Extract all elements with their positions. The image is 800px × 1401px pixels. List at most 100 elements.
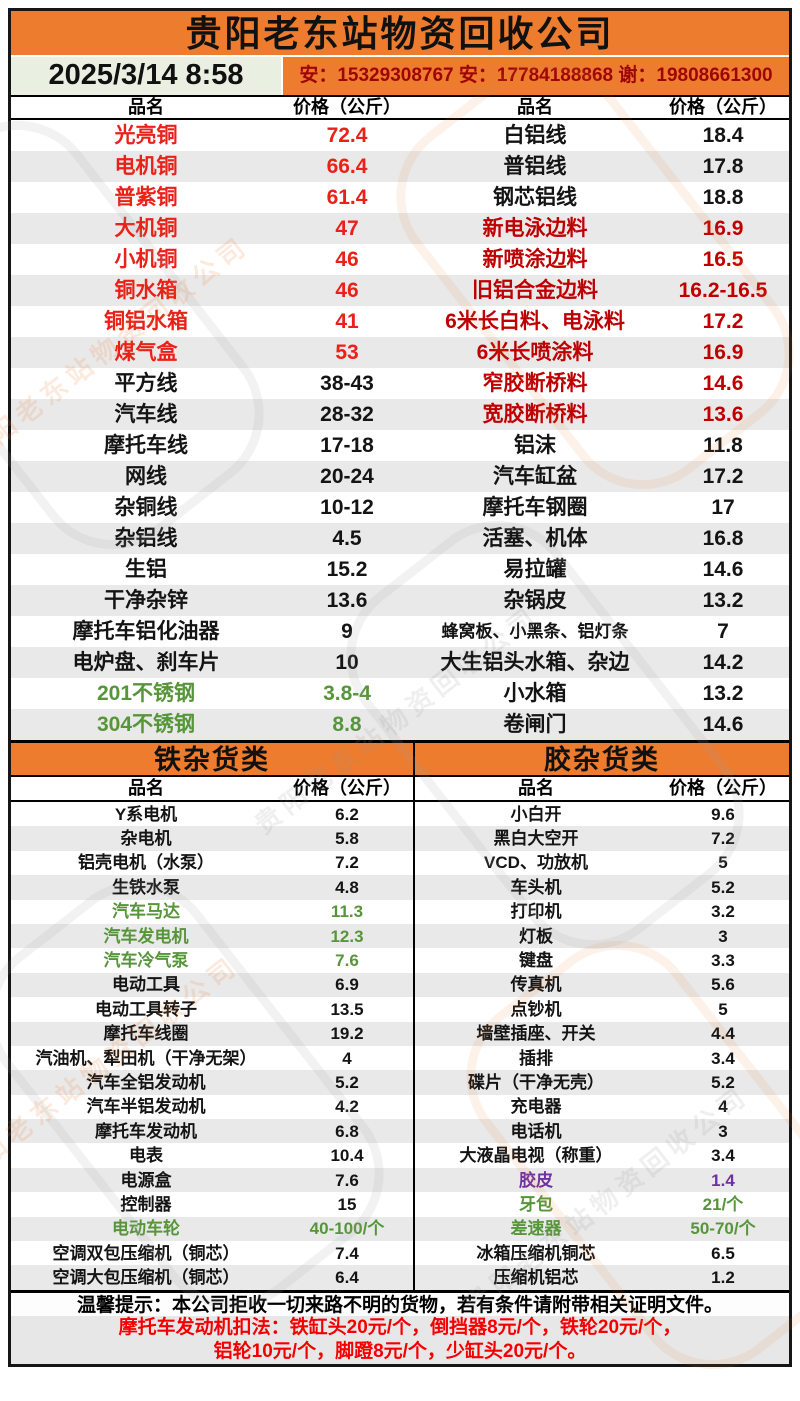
item-name: 小白开 — [510, 804, 562, 824]
item-price: 12.3 — [330, 926, 364, 946]
item-price: 3.4 — [711, 1146, 735, 1166]
item-name: 平方线 — [114, 371, 178, 395]
item-name: 光亮铜 — [114, 123, 178, 147]
item-price: 7.4 — [335, 1243, 359, 1263]
price-row: 汽车冷气泵 7.6 键盘 3.3 — [11, 948, 789, 973]
price-row: 201不锈钢 3.8-4 小水箱 13.2 — [11, 678, 789, 709]
col-header-price: 价格（公斤） — [293, 97, 401, 117]
item-name: 汽油机、犁田机（干净无架） — [35, 1048, 257, 1068]
price-row: 杂铝线 4.5 活塞、机体 16.8 — [11, 523, 789, 554]
item-name: 旧铝合金边料 — [472, 278, 598, 302]
item-name: 杂铝线 — [114, 526, 178, 550]
item-name: 摩托车线 — [104, 433, 188, 457]
item-price: 61.4 — [326, 185, 368, 209]
item-price: 5.8 — [335, 829, 359, 849]
item-name: 铝沫 — [514, 433, 556, 457]
item-price: 10-12 — [320, 495, 374, 519]
price-row: 铝壳电机（水泵） 7.2 VCD、功放机 5 — [11, 850, 789, 876]
item-name: 电动工具转子 — [95, 999, 197, 1019]
item-name: 键盘 — [519, 951, 553, 971]
item-price: 3.2 — [711, 902, 735, 922]
item-name: 卷闸门 — [503, 712, 567, 736]
item-name: 摩托车铝化油器 — [72, 619, 220, 643]
item-name: 打印机 — [510, 902, 562, 922]
price-row: 铜水箱 46 旧铝合金边料 16.2-16.5 — [11, 275, 789, 306]
item-price: 5 — [718, 853, 728, 873]
item-name: 6米长喷涂料 — [476, 340, 594, 364]
item-name: 灯板 — [519, 926, 553, 946]
price-row: 汽油机、犁田机（干净无架） 4 插排 3.4 — [11, 1045, 789, 1071]
price-row: 空调双包压缩机（铜芯） 7.4 冰箱压缩机铜芯 6.5 — [11, 1241, 789, 1266]
item-price: 4.4 — [711, 1024, 735, 1044]
price-row: 汽车半铝发动机 4.2 充电器 4 — [11, 1094, 789, 1120]
item-name: 胶皮 — [519, 1170, 553, 1190]
item-price: 13.2 — [702, 588, 744, 612]
item-price: 16.9 — [702, 216, 744, 240]
item-name: 铜铝水箱 — [104, 309, 188, 333]
item-name: 活塞、机体 — [482, 526, 588, 550]
price-row: 杂铜线 10-12 摩托车钢圈 17 — [11, 492, 789, 523]
item-name: 汽车缸盆 — [493, 464, 577, 488]
item-price: 7.6 — [335, 951, 359, 971]
item-name: 冰箱压缩机铜芯 — [476, 1243, 596, 1263]
item-price: 4 — [718, 1097, 728, 1117]
price-row: 杂电机 5.8 黑白大空开 7.2 — [11, 826, 789, 851]
item-price: 20-24 — [320, 464, 374, 488]
item-name: 传真机 — [510, 975, 562, 995]
item-name: 点钞机 — [510, 999, 562, 1019]
price-row: 煤气盒 53 6米长喷涂料 16.9 — [11, 337, 789, 368]
item-name: 大液晶电视（称重） — [459, 1146, 613, 1166]
item-price: 10 — [335, 650, 359, 674]
item-price: 16.2-16.5 — [678, 278, 768, 302]
deduction-line-2: 铝轮10元/个，脚蹬8元/个，少缸头20元/个。 — [213, 1340, 587, 1362]
item-name: 牙包 — [519, 1194, 553, 1214]
item-price: 53 — [335, 340, 359, 364]
item-price: 14.6 — [702, 712, 744, 736]
item-name: 大生铝头水箱、杂边 — [440, 650, 630, 674]
price-row: 平方线 38-43 窄胶断桥料 14.6 — [11, 368, 789, 399]
item-name: 空调大包压缩机（铜芯） — [52, 1268, 240, 1288]
item-name: 电话机 — [510, 1121, 562, 1141]
item-price: 28-32 — [320, 402, 374, 426]
deduction-line-1: 摩托车发动机扣法：铁缸头20元/个，倒挡器8元/个，铁轮20元/个， — [118, 1316, 682, 1338]
item-price: 5.2 — [711, 1072, 735, 1092]
item-price: 6.2 — [335, 804, 359, 824]
price-row: 摩托车铝化油器 9 蜂窝板、小黑条、铝灯条 7 — [11, 616, 789, 647]
item-price: 5 — [718, 999, 728, 1019]
price-row: 摩托车线圈 19.2 墙壁插座、开关 4.4 — [11, 1021, 789, 1046]
item-price: 7.2 — [711, 829, 735, 849]
price-row: 空调大包压缩机（铜芯） 6.4 压缩机铝芯 1.2 — [11, 1265, 789, 1290]
item-name: 煤气盒 — [114, 340, 178, 364]
item-price: 14.6 — [702, 371, 744, 395]
item-price: 10.4 — [330, 1146, 364, 1166]
price-row: 电动工具 6.9 传真机 5.6 — [11, 972, 789, 998]
item-name: 电源盒 — [120, 1170, 172, 1190]
item-name: 摩托车发动机 — [95, 1121, 197, 1141]
item-price: 47 — [335, 216, 359, 240]
item-name: 插排 — [519, 1048, 553, 1068]
item-name: 电动车轮 — [112, 1219, 180, 1239]
item-name: 汽车线 — [114, 402, 178, 426]
page-title: 贵阳老东站物资回收公司 — [11, 11, 789, 57]
misc-price-table: Y系电机 6.2 小白开 9.6 杂电机 5.8 黑白大空开 7.2 铝壳电机（水泵） 7.2 VC… — [11, 802, 789, 1290]
item-name: 杂电机 — [120, 829, 172, 849]
item-name: 空调双包压缩机（铜芯） — [52, 1243, 240, 1263]
price-row: 光亮铜 72.4 白铝线 18.4 — [11, 120, 789, 151]
item-name: 汽车马达 — [112, 902, 180, 922]
item-price: 46 — [335, 247, 359, 271]
item-name: 黑白大空开 — [493, 829, 579, 849]
item-price: 5.6 — [711, 975, 735, 995]
item-price: 4.5 — [332, 526, 362, 550]
item-price: 14.2 — [702, 650, 744, 674]
item-name: 压缩机铝芯 — [493, 1268, 579, 1288]
price-row: 304不锈钢 8.8 卷闸门 14.6 — [11, 709, 789, 740]
item-name: 电表 — [129, 1146, 163, 1166]
item-price: 3 — [718, 1121, 728, 1141]
item-name: 小机铜 — [114, 247, 178, 271]
col-header-item: 品名 — [518, 778, 554, 798]
item-price: 38-43 — [320, 371, 374, 395]
section-iron-title: 铁杂货类 — [11, 743, 415, 775]
item-price: 46 — [335, 278, 359, 302]
item-name: 汽车冷气泵 — [103, 951, 189, 971]
price-row: 汽车发电机 12.3 灯板 3 — [11, 923, 789, 949]
